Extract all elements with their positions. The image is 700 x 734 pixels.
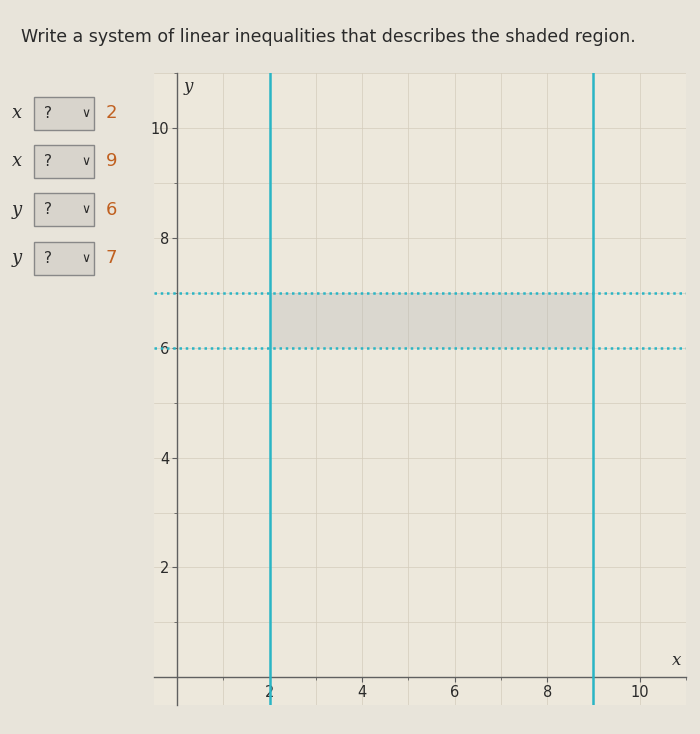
Text: x: x: [12, 153, 22, 170]
Text: ?: ?: [44, 251, 52, 266]
Text: ∨: ∨: [81, 252, 90, 265]
Text: ∨: ∨: [81, 203, 90, 217]
FancyBboxPatch shape: [34, 242, 94, 275]
FancyBboxPatch shape: [34, 145, 94, 178]
Text: y: y: [12, 250, 22, 267]
Text: x: x: [672, 652, 682, 669]
Text: x: x: [12, 104, 22, 122]
Text: 6: 6: [106, 201, 117, 219]
Text: y: y: [184, 79, 193, 95]
Text: 2: 2: [106, 104, 117, 122]
Text: y: y: [12, 201, 22, 219]
Text: ?: ?: [44, 203, 52, 217]
Bar: [270, 293, 594, 348]
Text: ∨: ∨: [81, 155, 90, 168]
Text: ∨: ∨: [81, 106, 90, 120]
Text: 9: 9: [106, 153, 117, 170]
Text: ?: ?: [44, 154, 52, 169]
Text: ?: ?: [44, 106, 52, 120]
Text: 7: 7: [106, 250, 117, 267]
Text: Write a system of linear inequalities that describes the shaded region.: Write a system of linear inequalities th…: [21, 28, 636, 46]
FancyBboxPatch shape: [34, 194, 94, 227]
FancyBboxPatch shape: [34, 97, 94, 130]
